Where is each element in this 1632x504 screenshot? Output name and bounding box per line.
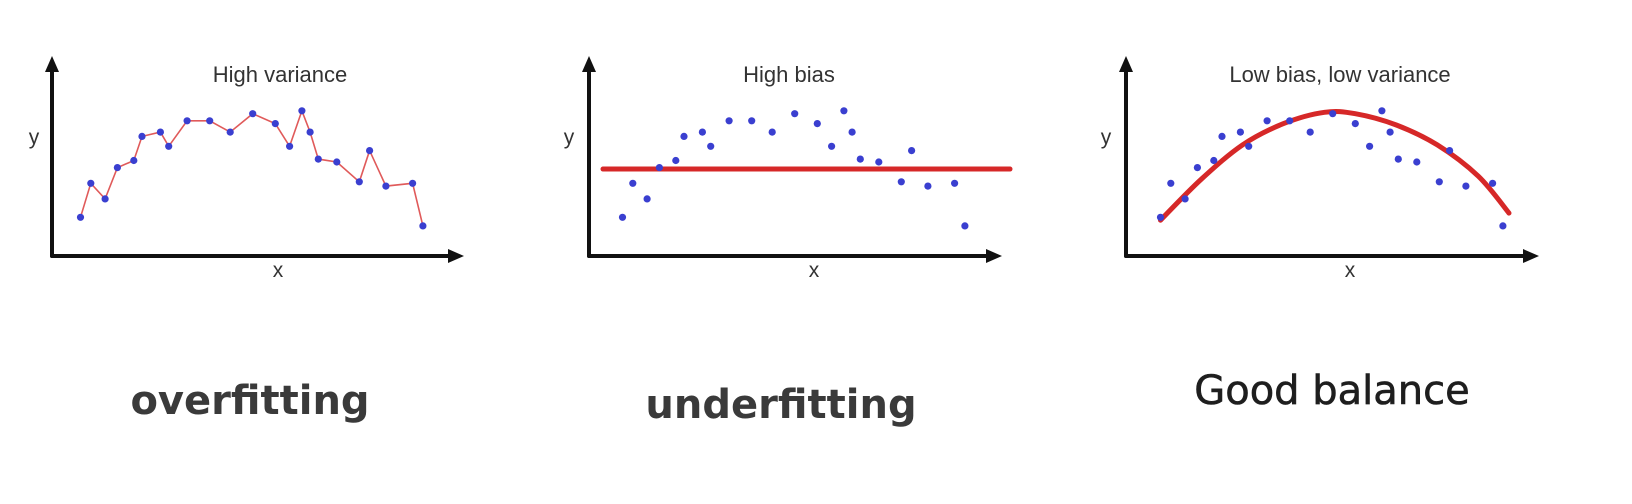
underfitting-panel: High bias y x underfitting xyxy=(544,0,1088,504)
data-point xyxy=(206,117,214,125)
plot-title: High variance xyxy=(213,62,348,87)
data-point xyxy=(419,222,427,230)
data-point xyxy=(1394,155,1402,163)
data-point xyxy=(138,132,146,140)
x-axis-arrowhead xyxy=(986,249,1002,263)
x-axis-arrowhead xyxy=(448,249,464,263)
data-point xyxy=(355,178,363,186)
data-point xyxy=(1489,179,1497,187)
data-point xyxy=(1435,178,1443,186)
data-point xyxy=(768,128,776,136)
data-point xyxy=(655,164,663,172)
data-point xyxy=(848,128,856,136)
x-axis-label: x xyxy=(1345,259,1356,282)
y-axis-label: y xyxy=(29,126,40,149)
data-point xyxy=(924,182,932,190)
x-axis-arrowhead xyxy=(1523,249,1539,263)
data-point xyxy=(366,147,374,155)
data-point xyxy=(271,120,279,128)
data-point xyxy=(1462,182,1470,190)
data-point xyxy=(76,213,85,221)
data-point xyxy=(298,107,306,115)
data-point xyxy=(1193,164,1201,172)
overfitting-panel: High variance y x overfitting xyxy=(0,0,544,504)
data-point xyxy=(813,120,821,128)
data-point xyxy=(908,147,916,155)
data-point xyxy=(1329,110,1337,118)
data-point xyxy=(306,128,314,136)
data-point xyxy=(156,128,164,136)
data-point xyxy=(725,117,733,125)
good-balance-panel: Low bias, low variance y x Good balance xyxy=(1088,0,1632,504)
underfitting-plot: High bias y x xyxy=(564,56,1013,282)
data-point xyxy=(1286,117,1294,125)
data-point xyxy=(856,155,864,163)
data-point xyxy=(1366,142,1374,150)
data-point xyxy=(87,179,95,187)
data-point xyxy=(1210,156,1218,165)
data-point xyxy=(1167,179,1175,187)
y-axis-label: y xyxy=(564,126,575,149)
plot-title: High bias xyxy=(743,62,835,87)
data-point xyxy=(1446,147,1454,155)
data-point xyxy=(1378,107,1386,115)
data-point xyxy=(961,222,969,230)
data-point xyxy=(130,156,138,165)
x-axis-label: x xyxy=(273,259,284,282)
data-point xyxy=(1413,158,1421,166)
data-point xyxy=(951,179,959,187)
balanced-fit-curve xyxy=(1158,108,1512,223)
data-point xyxy=(629,179,637,187)
data-point xyxy=(791,110,799,118)
data-point xyxy=(1245,142,1253,150)
data-point xyxy=(680,132,688,140)
data-point xyxy=(1386,128,1394,136)
data-point xyxy=(1351,120,1359,128)
data-point xyxy=(1156,213,1165,221)
overfitting-caption: overfitting xyxy=(130,378,370,424)
data-point xyxy=(875,158,883,166)
data-point xyxy=(1218,132,1226,140)
y-axis-arrowhead xyxy=(45,56,59,72)
data-point xyxy=(183,117,191,125)
overfitting-plot: High variance y x xyxy=(29,56,464,282)
data-point xyxy=(286,142,294,150)
overfit-line xyxy=(79,108,424,227)
data-point xyxy=(1263,117,1271,125)
y-axis-arrowhead xyxy=(1119,56,1133,72)
data-point xyxy=(828,142,836,150)
data-point xyxy=(897,178,905,186)
data-point xyxy=(382,182,390,190)
data-point xyxy=(101,195,109,203)
data-point xyxy=(1236,128,1244,136)
x-axis-label: x xyxy=(809,259,820,282)
data-point xyxy=(113,164,121,172)
data-point xyxy=(707,142,715,150)
good-balance-plot: Low bias, low variance y x xyxy=(1101,56,1539,282)
plot-title: Low bias, low variance xyxy=(1229,62,1450,87)
data-point xyxy=(314,155,322,163)
data-point xyxy=(748,117,756,125)
y-axis-label: y xyxy=(1101,126,1112,149)
data-point xyxy=(840,107,848,115)
data-point xyxy=(643,195,651,203)
data-point xyxy=(226,128,234,136)
data-point xyxy=(1181,195,1189,203)
data-point xyxy=(409,179,417,187)
data-point xyxy=(1499,222,1507,230)
underfitting-caption: underfitting xyxy=(645,382,917,428)
data-point xyxy=(618,213,627,221)
data-point xyxy=(672,156,680,165)
data-point xyxy=(698,128,706,136)
data-point xyxy=(333,158,341,166)
y-axis-arrowhead xyxy=(582,56,596,72)
data-point xyxy=(165,142,173,150)
data-point xyxy=(249,110,257,118)
good-balance-caption: Good balance xyxy=(1194,368,1470,415)
data-point xyxy=(1306,128,1314,136)
